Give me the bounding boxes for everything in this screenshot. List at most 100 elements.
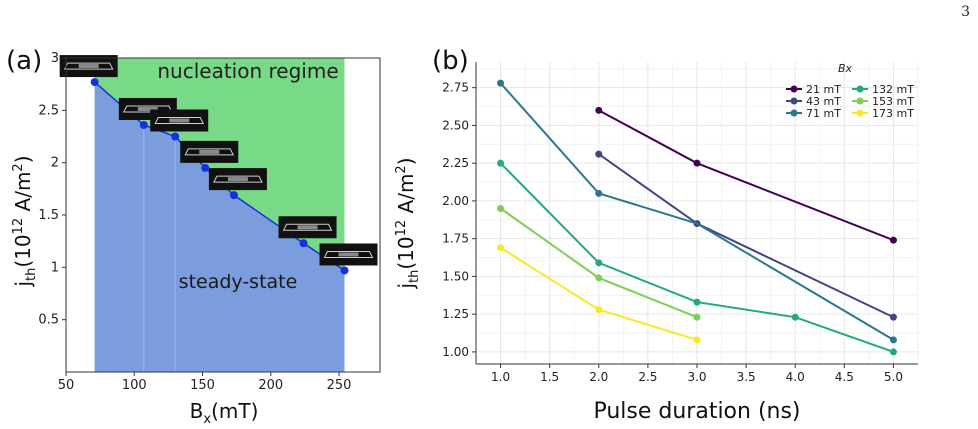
panel-b-tag: (b) xyxy=(432,46,469,76)
inset-device xyxy=(323,250,374,258)
x-tick-label-a: 250 xyxy=(327,378,352,393)
y-tick-label-a: 3 xyxy=(51,51,59,66)
inset-device xyxy=(154,117,205,124)
y-axis-label-b: jth(1012 A/m2) xyxy=(394,157,422,289)
y-tick-label-a: 1 xyxy=(51,260,59,275)
series-point-2 xyxy=(889,336,897,344)
y-tick-label-b: 1.50 xyxy=(442,269,469,283)
series-point-1 xyxy=(595,150,603,158)
series-point-4 xyxy=(693,313,701,321)
inset-device xyxy=(213,175,263,183)
nucleation-regime-label: nucleation regime xyxy=(157,59,338,83)
legend-swatch-dot xyxy=(856,109,864,117)
x-tick-label-b: 1.0 xyxy=(491,370,510,384)
legend-swatch-dot xyxy=(790,97,798,105)
data-point-a xyxy=(340,266,349,275)
inset-image-5 xyxy=(278,216,337,239)
data-point-a xyxy=(229,191,238,200)
y-tick-label-a: 1.5 xyxy=(38,208,59,223)
y-tick-label-b: 1.00 xyxy=(442,345,469,359)
series-point-3 xyxy=(889,348,897,356)
y-tick-label-b: 1.75 xyxy=(442,232,469,246)
legend-label: 43 mT xyxy=(806,95,841,108)
x-tick-label-a: 50 xyxy=(58,378,75,393)
legend-swatch-dot xyxy=(790,109,798,117)
series-point-3 xyxy=(595,259,603,267)
y-tick-label-a: 2.5 xyxy=(38,103,59,118)
series-point-5 xyxy=(595,306,603,314)
series-point-5 xyxy=(693,336,701,344)
inset-image-4 xyxy=(208,168,267,191)
legend-label: 71 mT xyxy=(806,107,841,120)
legend-label: 153 mT xyxy=(872,95,914,108)
steady-state-label: steady-state xyxy=(179,271,298,293)
y-tick-label-b: 2.25 xyxy=(442,156,469,170)
legend-swatch-dot xyxy=(856,97,864,105)
series-point-4 xyxy=(595,274,603,282)
series-point-3 xyxy=(791,313,799,321)
x-tick-label-a: 150 xyxy=(190,378,215,393)
data-point-a xyxy=(201,163,210,172)
inset-device xyxy=(282,223,333,231)
series-point-4 xyxy=(497,204,505,212)
x-tick-label-b: 2.0 xyxy=(589,370,608,384)
legend-label: 132 mT xyxy=(872,83,914,96)
inset-wire xyxy=(338,252,359,257)
inset-image-0 xyxy=(59,55,118,78)
x-tick-label-b: 4.5 xyxy=(835,370,854,384)
x-tick-label-b: 2.5 xyxy=(638,370,657,384)
data-point-a xyxy=(90,78,99,87)
y-tick-label-a: 0.5 xyxy=(38,313,59,328)
panel-a-tag: (a) xyxy=(6,46,43,76)
steady-state-region xyxy=(94,82,345,372)
series-point-2 xyxy=(497,79,505,87)
series-point-0 xyxy=(595,106,603,114)
series-point-2 xyxy=(595,189,603,197)
x-axis-label-b: Pulse duration (ns) xyxy=(593,399,800,424)
x-axis-label-a: Bx(mT) xyxy=(190,399,259,427)
inset-wire xyxy=(227,177,248,182)
series-point-1 xyxy=(889,313,897,321)
inset-image-3 xyxy=(180,140,239,163)
x-tick-label-a: 200 xyxy=(258,378,283,393)
page-number: 3 xyxy=(961,4,970,20)
inset-wire xyxy=(137,106,158,111)
legend-swatch-dot xyxy=(790,85,798,93)
series-point-5 xyxy=(497,244,505,252)
y-tick-label-b: 2.00 xyxy=(442,194,469,208)
inset-device xyxy=(184,148,235,156)
series-point-0 xyxy=(693,159,701,167)
inset-device xyxy=(123,105,173,113)
series-point-0 xyxy=(889,236,897,244)
inset-wire xyxy=(297,225,318,230)
series-point-3 xyxy=(497,159,505,167)
legend-swatch-dot xyxy=(856,85,864,93)
inset-image-6 xyxy=(319,243,378,266)
x-tick-label-b: 3.5 xyxy=(737,370,756,384)
data-point-a xyxy=(139,120,148,129)
legend-label: 21 mT xyxy=(806,83,841,96)
inset-wire xyxy=(78,64,99,69)
x-tick-label-a: 100 xyxy=(122,378,147,393)
x-tick-label-b: 5.0 xyxy=(884,370,903,384)
series-line-2 xyxy=(499,82,894,341)
data-point-a xyxy=(171,132,180,141)
inset-image-2 xyxy=(150,109,209,132)
x-tick-label-b: 3.0 xyxy=(687,370,706,384)
legend-title: Bx xyxy=(838,62,853,75)
inset-device xyxy=(63,62,114,70)
x-tick-label-b: 1.5 xyxy=(540,370,559,384)
y-tick-label-b: 2.50 xyxy=(442,118,469,132)
inset-wire xyxy=(199,149,220,154)
data-point-a xyxy=(299,239,308,248)
legend-label: 173 mT xyxy=(872,107,914,120)
y-tick-label-b: 2.75 xyxy=(442,81,469,95)
y-axis-label-a: jth(1012 A/m2) xyxy=(11,155,39,287)
y-tick-label-b: 1.25 xyxy=(442,307,469,321)
series-point-3 xyxy=(693,298,701,306)
y-tick-label-a: 2 xyxy=(51,156,59,171)
x-tick-label-b: 4.0 xyxy=(786,370,805,384)
inset-wire xyxy=(169,118,190,123)
